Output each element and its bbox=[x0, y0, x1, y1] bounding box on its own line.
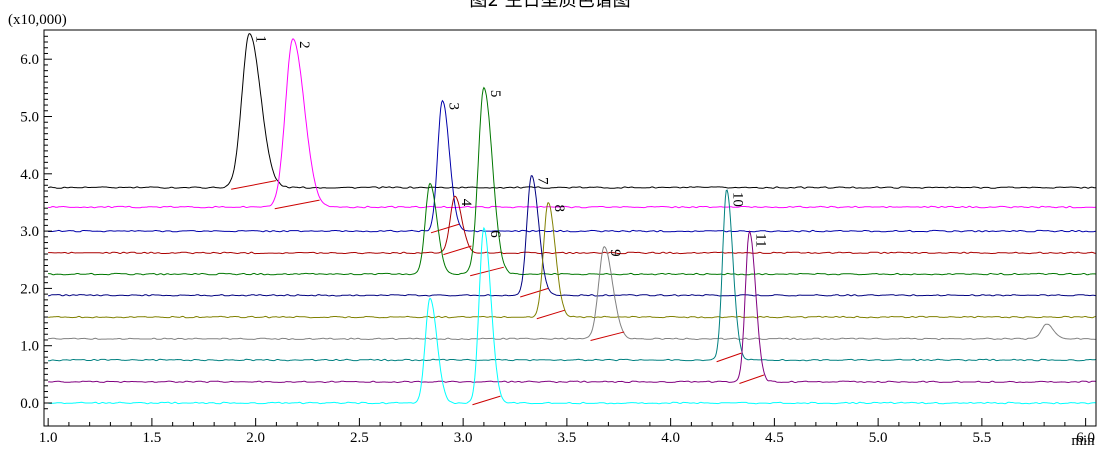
integration-baseline-7 bbox=[520, 287, 549, 298]
integration-baseline-9 bbox=[590, 331, 625, 342]
x-tick-label: 2.5 bbox=[350, 430, 369, 446]
y-tick-label: 2.0 bbox=[20, 281, 39, 297]
y-tick-label: 1.0 bbox=[20, 339, 39, 355]
series-trace-4 bbox=[48, 195, 1096, 255]
y-tick-label: 3.0 bbox=[20, 224, 39, 240]
peak-label-1: 1 bbox=[252, 35, 268, 43]
peak-label-2: 2 bbox=[296, 41, 312, 49]
integration-baseline-5 bbox=[470, 266, 504, 277]
peak-label-10: 10 bbox=[730, 192, 746, 207]
integration-baseline-10 bbox=[716, 352, 742, 363]
series-trace-9 bbox=[48, 246, 1096, 341]
series-trace-6 bbox=[47, 226, 1096, 405]
peak-label-8: 8 bbox=[551, 204, 567, 212]
axis-layer: 1.0 1.5 2.0 2.5 3.0 3.5 4.0 4.5 5.0 5.5 6.0 0.0 1.0 2… bbox=[20, 35, 1095, 446]
chart-title: 图2 生日型质色谱图 bbox=[469, 0, 630, 11]
series-trace-10 bbox=[48, 189, 1096, 362]
y-tick-label: 5.0 bbox=[20, 110, 39, 126]
series-trace-1 bbox=[47, 33, 1096, 189]
peak-label-5: 5 bbox=[487, 90, 503, 98]
x-tick-label: 3.5 bbox=[558, 430, 577, 446]
x-tick-label: 2.0 bbox=[246, 430, 265, 446]
integration-baseline-11 bbox=[739, 374, 765, 384]
series-trace-11 bbox=[48, 230, 1096, 384]
x-tick-label: 6.0 bbox=[1076, 430, 1095, 446]
y-scale-label: (x10,000) bbox=[8, 12, 67, 28]
integration-baseline-8 bbox=[536, 309, 565, 320]
peak-label-6: 6 bbox=[487, 230, 503, 238]
x-tick-label: 5.0 bbox=[869, 430, 888, 446]
x-tick-label: 4.5 bbox=[765, 430, 784, 446]
peak-label-3: 3 bbox=[445, 102, 461, 110]
integration-baseline-4 bbox=[443, 245, 472, 256]
series-layer bbox=[47, 33, 1096, 406]
y-tick-label: 4.0 bbox=[20, 167, 39, 183]
series-trace-8 bbox=[48, 202, 1096, 319]
peak-label-4: 4 bbox=[458, 199, 474, 207]
integration-baseline-3 bbox=[430, 223, 460, 234]
x-tick-label: 5.5 bbox=[973, 430, 992, 446]
integration-baseline-6 bbox=[472, 395, 501, 406]
y-tick-label: 6.0 bbox=[20, 52, 39, 68]
peak-label-11: 11 bbox=[752, 233, 768, 247]
series-trace-2 bbox=[48, 38, 1096, 209]
peak-label-9: 9 bbox=[607, 249, 623, 256]
series-trace-3 bbox=[48, 99, 1096, 233]
integration-baseline-2 bbox=[274, 199, 320, 210]
x-tick-label: 1.0 bbox=[39, 430, 58, 446]
plot-frame bbox=[43, 29, 1097, 427]
peak-label-layer: 1 2 3 4 5 7 8 9 10 11 6 bbox=[252, 35, 768, 256]
x-axis-label: min bbox=[1071, 433, 1095, 449]
y-tick-label: 0.0 bbox=[20, 396, 39, 412]
series-trace-5 bbox=[48, 86, 1096, 276]
peak-label-7: 7 bbox=[535, 177, 551, 185]
integration-baseline-1 bbox=[231, 180, 277, 190]
x-tick-label: 1.5 bbox=[143, 430, 162, 446]
x-tick-label: 4.0 bbox=[661, 430, 680, 446]
x-tick-label: 3.0 bbox=[454, 430, 473, 446]
series-trace-7 bbox=[48, 175, 1096, 297]
